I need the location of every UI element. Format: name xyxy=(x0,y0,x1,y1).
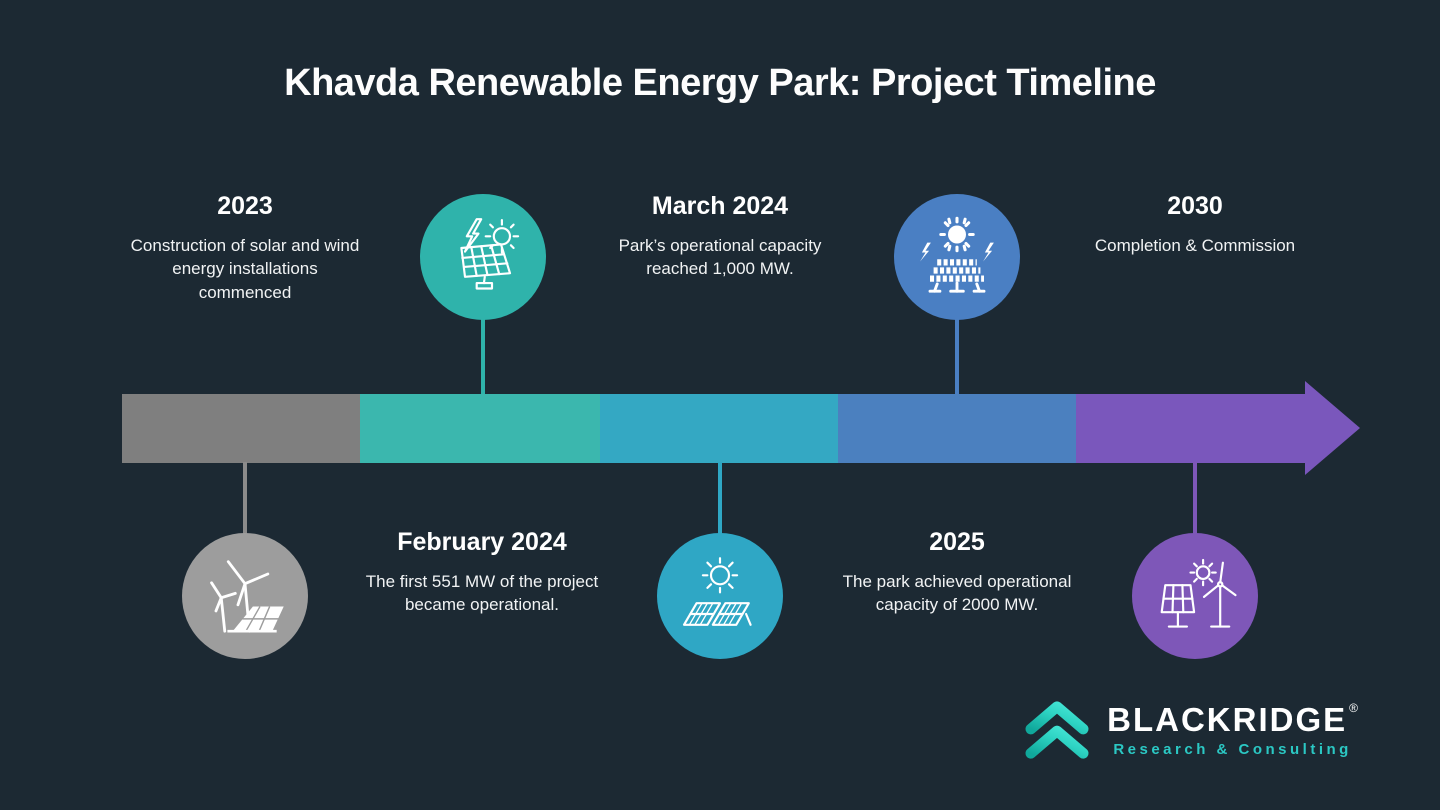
registered-trademark-symbol: ® xyxy=(1349,700,1358,715)
connector-2025 xyxy=(955,316,959,394)
milestone-2030-text: 2030 Completion & Commission xyxy=(1060,192,1330,257)
milestone-feb-2024-description: The first 551 MW of the project became o… xyxy=(365,572,599,615)
milestone-mar-2024-text: March 2024 Park’s operational capacity r… xyxy=(600,192,840,281)
brand-tagline: Research & Consulting xyxy=(1113,740,1352,758)
solar-panel-sun-wind-turbine-icon xyxy=(1160,558,1237,628)
timeline-segment-2025 xyxy=(838,394,1076,463)
milestone-2025-text: 2025 The park achieved operational capac… xyxy=(827,528,1087,617)
milestone-feb-2024-circle xyxy=(420,194,546,320)
milestone-feb-2024-heading: February 2024 xyxy=(397,528,567,556)
solar-panel-lightning-sun-icon xyxy=(460,218,520,290)
milestone-2023-circle xyxy=(182,533,308,659)
milestone-2025-description: The park achieved operational capacity o… xyxy=(842,572,1072,615)
logo-text: BLACKRIDGE ® Research & Consulting xyxy=(1107,700,1358,758)
page-title: Khavda Renewable Energy Park: Project Ti… xyxy=(284,62,1156,104)
milestone-2030-heading: 2030 xyxy=(1167,192,1223,220)
timeline-segment-2030 xyxy=(1076,394,1305,463)
double-chevron-up-icon xyxy=(1025,701,1089,759)
brand-row: BLACKRIDGE ® xyxy=(1107,700,1358,738)
milestone-2025-heading: 2025 xyxy=(929,528,985,556)
milestone-2030-description: Completion & Commission xyxy=(1094,236,1296,255)
brand-name: BLACKRIDGE xyxy=(1107,700,1348,738)
sun-solar-panels-icon xyxy=(682,557,752,626)
timeline-segment-feb-2024 xyxy=(360,394,600,463)
milestone-2023-text: 2023 Construction of solar and wind ener… xyxy=(125,192,365,304)
timeline-bar xyxy=(122,394,1305,463)
wind-turbines-solar-panel-icon xyxy=(210,560,284,633)
milestone-2023-description: Construction of solar and wind energy in… xyxy=(130,236,360,302)
milestone-2030-circle xyxy=(1132,533,1258,659)
milestone-2023-heading: 2023 xyxy=(217,192,273,220)
connector-feb-2024 xyxy=(481,316,485,394)
timeline-segment-2023 xyxy=(122,394,360,463)
timeline-arrow-head xyxy=(1305,381,1360,475)
milestone-2025-circle xyxy=(894,194,1020,320)
milestone-mar-2024-heading: March 2024 xyxy=(651,192,789,220)
timeline-segment-mar-2024 xyxy=(600,394,838,463)
milestone-feb-2024-text: February 2024 The first 551 MW of the pr… xyxy=(362,528,602,617)
connector-2023 xyxy=(243,462,247,535)
milestone-mar-2024-circle xyxy=(657,533,783,659)
blackridge-logo: BLACKRIDGE ® Research & Consulting xyxy=(1022,698,1358,762)
connector-2030 xyxy=(1193,462,1197,535)
milestone-mar-2024-description: Park’s operational capacity reached 1,00… xyxy=(618,236,822,279)
solar-farm-sun-lightning-icon xyxy=(920,216,994,293)
connector-mar-2024 xyxy=(718,462,722,535)
